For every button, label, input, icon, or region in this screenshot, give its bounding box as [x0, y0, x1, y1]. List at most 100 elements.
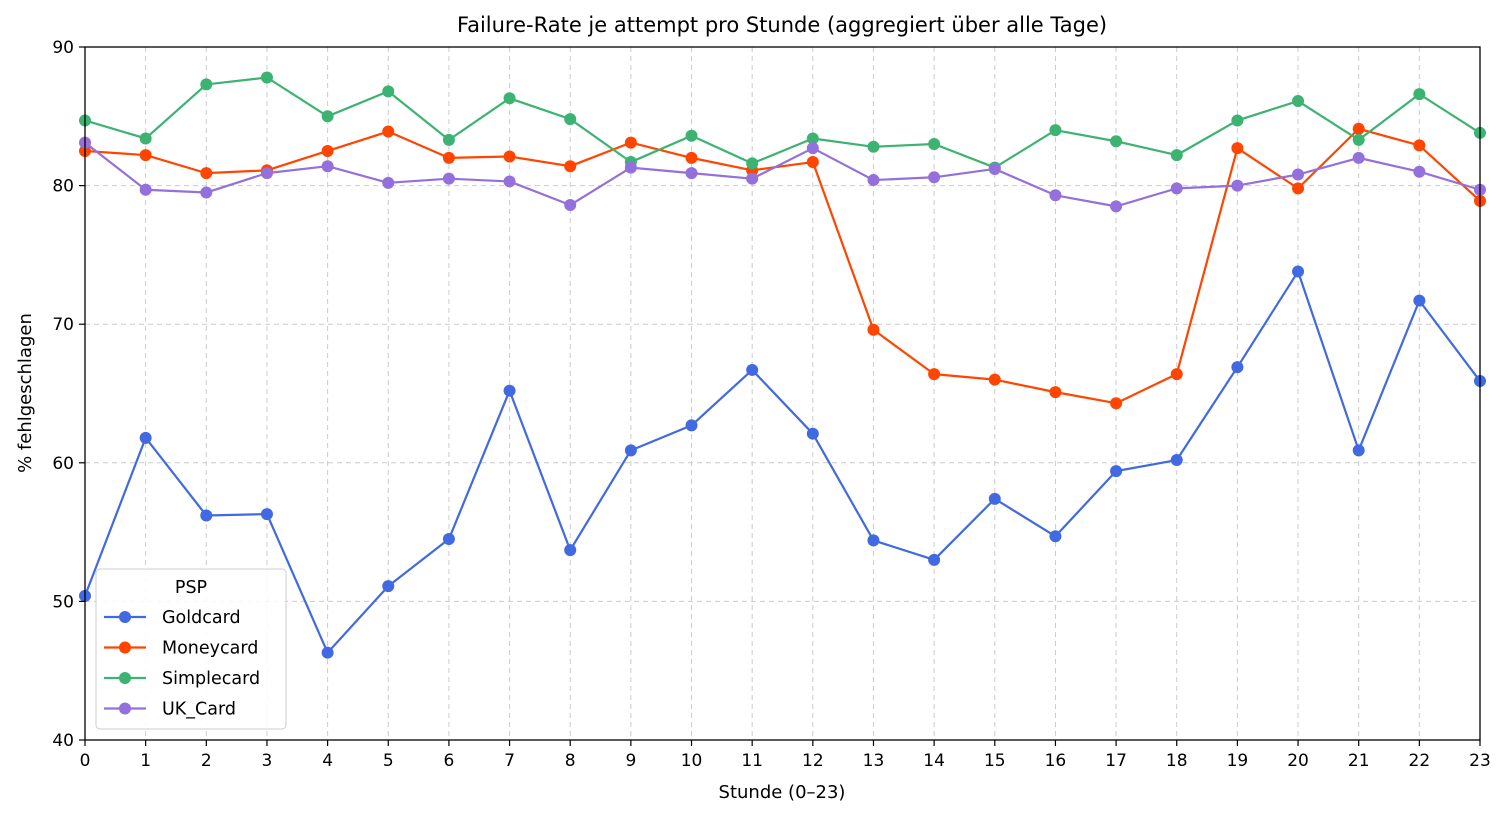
x-tick-label: 2 — [201, 751, 212, 771]
y-tick-label: 80 — [52, 177, 74, 197]
series-line-uk-card — [84, 141, 1481, 208]
data-point-goldcard — [382, 580, 395, 593]
data-point-goldcard — [503, 384, 516, 397]
data-point-goldcard — [1231, 361, 1244, 374]
data-point-simplecard — [1049, 124, 1062, 137]
data-point-uk-card — [139, 183, 152, 196]
data-point-uk-card — [746, 172, 759, 185]
data-point-uk-card — [988, 162, 1001, 175]
x-tick-label: 19 — [1227, 751, 1249, 771]
data-point-moneycard — [1352, 122, 1365, 135]
data-point-goldcard — [260, 508, 273, 521]
x-tick-label: 15 — [984, 751, 1006, 771]
data-point-uk-card — [806, 142, 819, 155]
series-moneycard — [79, 122, 1486, 410]
data-point-goldcard — [1413, 294, 1426, 307]
series-uk-card — [79, 136, 1486, 213]
data-point-simplecard — [1413, 88, 1426, 101]
data-point-simplecard — [442, 133, 455, 146]
data-point-moneycard — [1292, 182, 1305, 195]
data-point-simplecard — [806, 132, 819, 145]
data-point-moneycard — [382, 125, 395, 138]
data-point-goldcard — [321, 646, 334, 659]
data-point-goldcard — [1170, 454, 1183, 467]
data-point-uk-card — [321, 160, 334, 173]
data-point-uk-card — [503, 175, 516, 188]
data-point-goldcard — [1049, 530, 1062, 543]
data-point-uk-card — [200, 186, 213, 199]
data-point-simplecard — [746, 157, 759, 170]
x-tick-label: 21 — [1348, 751, 1370, 771]
x-tick-label: 22 — [1409, 751, 1431, 771]
legend-label: Simplecard — [162, 669, 260, 689]
data-point-moneycard — [442, 151, 455, 164]
data-point-uk-card — [260, 167, 273, 180]
data-point-goldcard — [1110, 465, 1123, 478]
legend-item-simplecard: Simplecard — [104, 669, 260, 689]
data-point-moneycard — [988, 373, 1001, 386]
legend-label: UK_Card — [162, 700, 236, 720]
data-point-uk-card — [382, 176, 395, 189]
series-goldcard — [79, 265, 1486, 659]
data-point-simplecard — [1352, 133, 1365, 146]
chart-title: Failure-Rate je attempt pro Stunde (aggr… — [457, 13, 1107, 37]
series-line-moneycard — [84, 127, 1481, 405]
y-tick-label: 70 — [52, 315, 74, 335]
series-line-goldcard — [83, 270, 1481, 654]
x-tick-label: 7 — [504, 751, 515, 771]
data-point-uk-card — [1110, 200, 1123, 213]
x-axis-title: Stunde (0–23) — [719, 782, 846, 803]
data-point-simplecard — [382, 85, 395, 98]
data-point-goldcard — [867, 534, 880, 547]
x-tick-label: 14 — [923, 751, 945, 771]
x-tick-label: 1 — [140, 751, 151, 771]
data-point-simplecard — [867, 140, 880, 153]
data-point-uk-card — [1170, 182, 1183, 195]
legend-marker — [119, 672, 131, 684]
x-tick-label: 9 — [625, 751, 636, 771]
data-point-goldcard — [442, 533, 455, 546]
data-point-uk-card — [685, 167, 698, 180]
legend-label: Moneycard — [162, 639, 258, 659]
y-tick-label: 60 — [52, 454, 74, 474]
data-point-goldcard — [806, 427, 819, 440]
data-point-uk-card — [564, 199, 577, 212]
data-point-goldcard — [928, 553, 941, 566]
legend-box — [95, 568, 287, 730]
data-point-simplecard — [139, 132, 152, 145]
y-axis-title: % fehlgeschlagen — [15, 313, 36, 473]
data-point-goldcard — [746, 363, 759, 376]
legend-item-goldcard: Goldcard — [104, 608, 241, 628]
data-point-simplecard — [928, 138, 941, 151]
data-point-moneycard — [1413, 139, 1426, 152]
data-point-simplecard — [321, 110, 334, 123]
x-tick-label: 18 — [1166, 751, 1188, 771]
data-point-simplecard — [1170, 149, 1183, 162]
x-tick-label: 4 — [322, 751, 333, 771]
data-point-goldcard — [564, 544, 577, 557]
x-tick-label: 17 — [1105, 751, 1127, 771]
x-tick-label: 20 — [1287, 751, 1309, 771]
data-point-moneycard — [867, 323, 880, 336]
data-point-uk-card — [867, 174, 880, 187]
data-point-simplecard — [260, 71, 273, 84]
data-point-goldcard — [988, 492, 1001, 505]
data-point-uk-card — [1292, 168, 1305, 181]
legend-marker — [119, 702, 131, 715]
data-point-uk-card — [442, 172, 455, 185]
legend-label: Goldcard — [162, 608, 241, 628]
data-point-goldcard — [685, 419, 698, 432]
data-point-goldcard — [139, 431, 152, 444]
data-point-uk-card — [1413, 165, 1426, 178]
x-tick-label: 8 — [565, 751, 576, 771]
data-point-moneycard — [139, 149, 152, 162]
series-line-simplecard — [84, 76, 1481, 169]
x-tick-label: 5 — [383, 751, 394, 771]
data-point-goldcard — [624, 444, 637, 457]
data-point-moneycard — [503, 150, 516, 163]
data-point-moneycard — [806, 156, 819, 169]
y-tick-label: 50 — [52, 592, 74, 612]
legend-marker — [119, 641, 131, 654]
data-point-moneycard — [1231, 142, 1244, 155]
data-point-moneycard — [321, 144, 334, 157]
